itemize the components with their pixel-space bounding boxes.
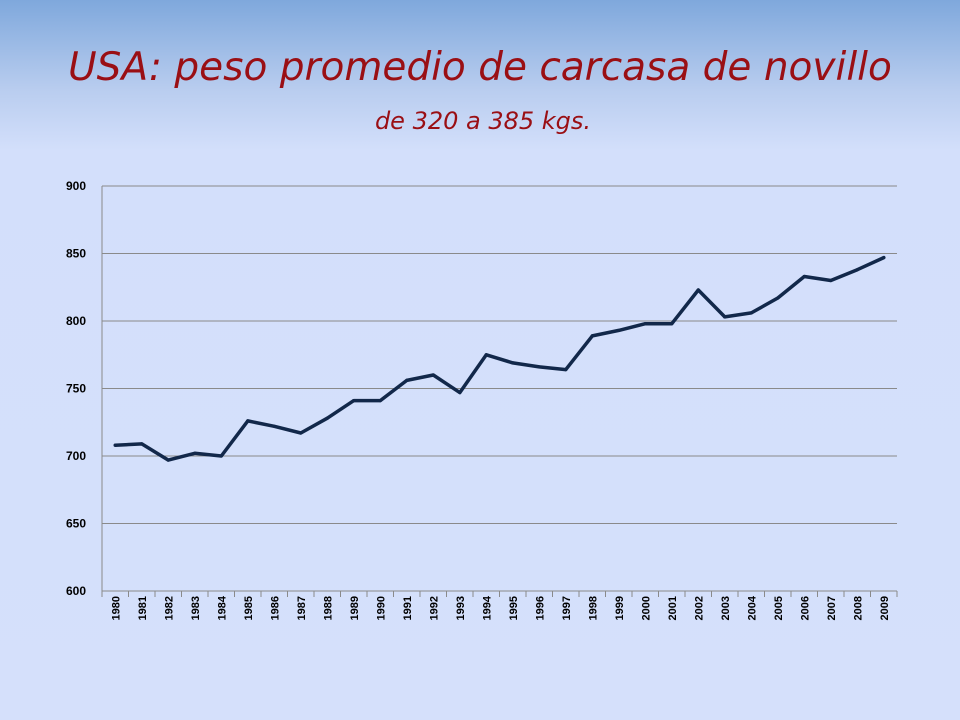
slide-subtitle: de 320 a 385 kgs.: [374, 107, 592, 135]
data-point: [431, 373, 435, 377]
x-tick-label: 1995: [508, 596, 520, 620]
data-point: [405, 378, 409, 382]
data-point: [511, 361, 515, 365]
x-tick-label: 1982: [163, 596, 175, 620]
data-point: [802, 274, 806, 279]
x-tick-label: 2003: [720, 596, 732, 620]
y-tick-label: 850: [66, 247, 86, 261]
x-tick-label: 2005: [773, 596, 785, 620]
x-tick-label: 2004: [746, 595, 758, 620]
x-tick-label: 1999: [614, 596, 626, 620]
data-point: [458, 390, 462, 395]
data-point: [537, 365, 541, 369]
data-point: [590, 334, 594, 338]
x-tick-label: 1984: [216, 595, 228, 620]
data-point: [246, 419, 250, 423]
data-point: [325, 416, 329, 420]
data-point: [643, 322, 647, 326]
x-tick-label: 1997: [561, 596, 573, 620]
data-point: [882, 255, 886, 260]
x-tick-label: 1991: [402, 596, 414, 620]
series-line: [113, 255, 886, 462]
data-point: [670, 322, 674, 326]
data-point: [140, 442, 144, 446]
x-tick-label: 1994: [481, 595, 493, 620]
data-point: [484, 353, 488, 357]
data-point: [749, 311, 753, 315]
x-tick-label: 2000: [640, 596, 652, 620]
data-point: [617, 328, 621, 333]
x-tick-label: 1986: [269, 596, 281, 620]
x-tick-label: 1983: [190, 596, 202, 620]
y-tick-label: 900: [66, 179, 86, 193]
x-tick-label: 1992: [428, 596, 440, 620]
data-point: [352, 399, 356, 403]
x-tick-label: 2007: [826, 596, 838, 620]
y-tick-label: 650: [66, 517, 86, 531]
x-tick-label: 1981: [137, 596, 149, 620]
x-tick-label: 1998: [587, 596, 599, 620]
x-tick-label: 2008: [852, 596, 864, 620]
data-point: [564, 368, 568, 372]
data-point: [776, 296, 780, 300]
x-tick-label: 1989: [349, 596, 361, 620]
x-tick-label: 2002: [693, 596, 705, 620]
x-tick-label: 2001: [667, 596, 679, 620]
y-tick-label: 800: [66, 314, 86, 328]
data-point: [193, 451, 197, 455]
data-point: [219, 454, 223, 458]
y-tick-label: 700: [66, 449, 86, 463]
data-point: [272, 424, 276, 428]
x-tick-label: 2006: [799, 596, 811, 620]
data-point: [166, 458, 170, 462]
data-point: [299, 431, 303, 435]
data-point: [723, 315, 727, 319]
x-tick-label: 2009: [879, 596, 891, 620]
y-tick-label: 750: [66, 382, 86, 396]
y-tick-label: 600: [66, 584, 86, 598]
x-tick-label: 1988: [322, 596, 334, 620]
x-tick-label: 1993: [455, 596, 467, 620]
x-tick-label: 1985: [243, 596, 255, 620]
x-tick-label: 1980: [110, 596, 122, 620]
data-point: [378, 399, 382, 403]
data-point: [113, 443, 117, 447]
data-point: [829, 278, 833, 283]
x-tick-label: 1990: [375, 596, 387, 620]
data-point: [855, 268, 859, 272]
x-tick-label: 1996: [534, 596, 546, 620]
x-tick-label: 1987: [296, 596, 308, 620]
slide-title: USA: peso promedio de carcasa de novillo: [68, 45, 892, 90]
data-point: [696, 288, 700, 292]
